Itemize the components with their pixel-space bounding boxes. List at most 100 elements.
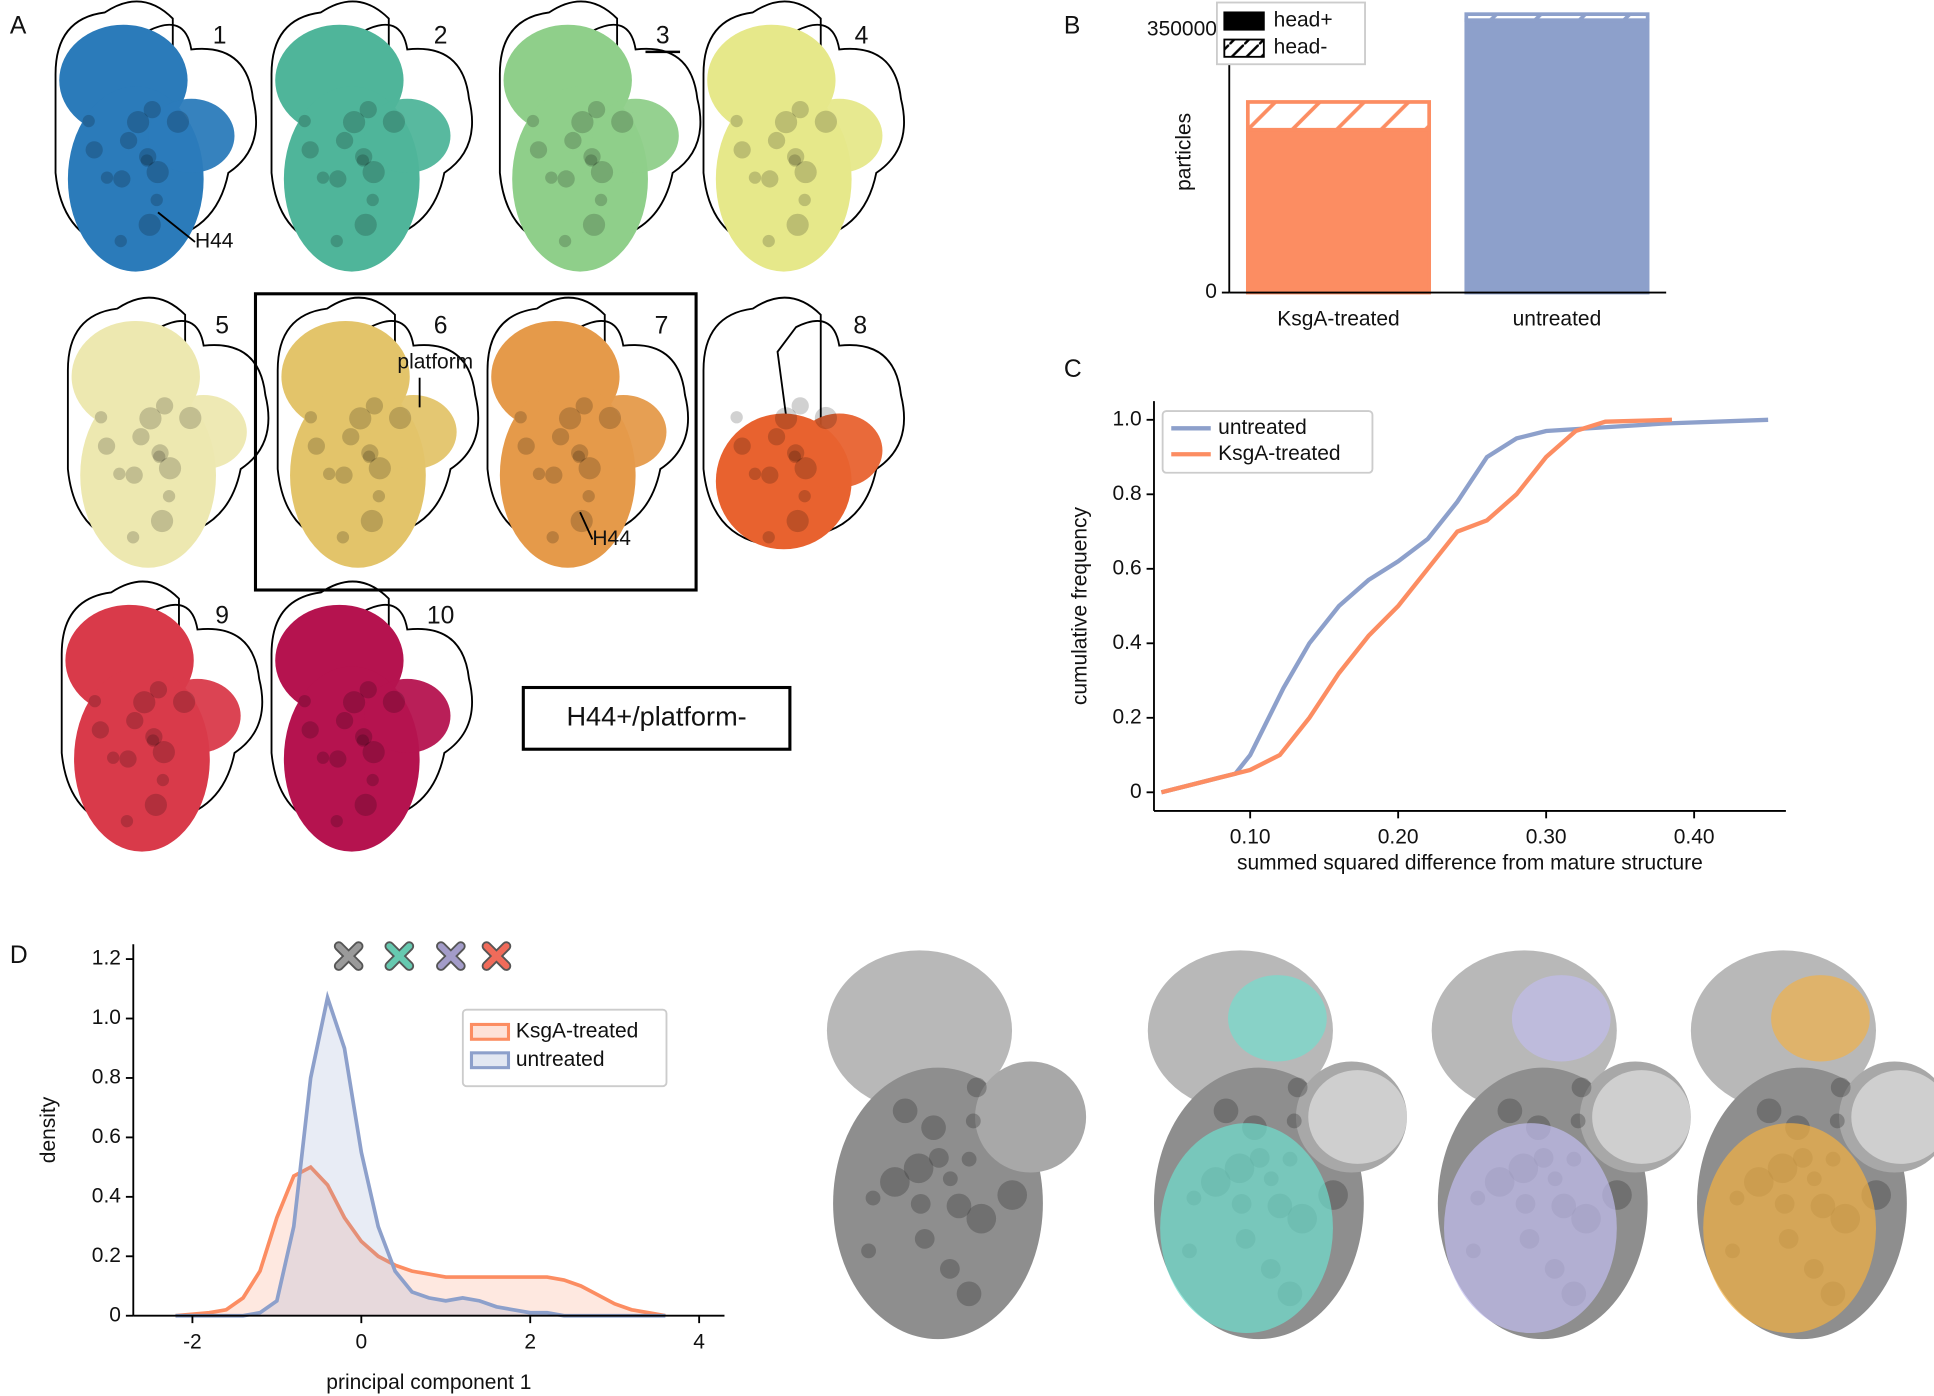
annotation: platform: [397, 350, 473, 373]
map-texture: [748, 171, 762, 184]
map-texture: [120, 814, 134, 828]
map-texture: [153, 450, 166, 463]
map-texture: [335, 131, 354, 150]
map-texture: [97, 437, 116, 455]
map-texture: [587, 101, 606, 119]
y-tick-label: 0.2: [92, 1244, 121, 1267]
map-texture: [730, 114, 743, 128]
map-texture: [150, 193, 163, 207]
y-tick-label: 0.4: [92, 1184, 121, 1207]
map-texture: [126, 111, 150, 134]
map-number: 4: [855, 23, 869, 50]
legend-swatch: [1223, 11, 1265, 31]
map-texture: [144, 793, 167, 816]
map-texture: [316, 171, 330, 184]
map-texture: [585, 154, 598, 167]
x-tick-label: KsgA-treated: [1277, 307, 1399, 330]
overlay: [1592, 1070, 1691, 1164]
y-axis-label: particles: [1172, 113, 1195, 191]
map-texture: [85, 141, 103, 159]
map-texture: [362, 160, 385, 184]
y-axis-label: cumulative frequency: [1069, 506, 1092, 705]
map-texture: [125, 466, 143, 484]
map-texture: [514, 411, 527, 424]
map-texture: [366, 773, 379, 787]
map-texture: [590, 160, 614, 184]
legend-swatch: [469, 1051, 511, 1070]
bar-segment: [1245, 127, 1432, 295]
map-texture: [910, 1193, 931, 1214]
map-texture: [1571, 1077, 1592, 1098]
map-texture: [575, 397, 593, 415]
map-texture: [787, 444, 805, 462]
x-tick-label: untreated: [1513, 307, 1602, 330]
map-platform: [796, 98, 883, 173]
map-texture: [82, 114, 95, 128]
legend-box: [1161, 410, 1374, 474]
map-texture: [865, 1190, 881, 1206]
map-texture: [526, 114, 540, 128]
map-texture: [366, 193, 379, 207]
map-texture: [570, 509, 593, 533]
map-texture: [798, 193, 811, 207]
map-texture: [532, 467, 546, 481]
area-fill: [175, 997, 666, 1316]
map-texture: [362, 450, 376, 463]
map-texture: [946, 1193, 972, 1219]
map-texture: [787, 148, 805, 166]
map-texture: [113, 170, 131, 188]
map-texture: [557, 170, 575, 188]
annotation: H44: [592, 527, 631, 550]
map-texture: [791, 397, 809, 415]
map-texture: [1287, 1077, 1308, 1098]
map-texture: [786, 509, 809, 533]
x-tick-label: 0.30: [1526, 826, 1567, 849]
map-platform: [364, 98, 451, 173]
map-texture: [139, 407, 162, 430]
map-texture: [571, 111, 594, 134]
map-texture: [152, 741, 175, 764]
map-texture: [113, 467, 126, 481]
overlay: [1308, 1070, 1407, 1164]
x-tick-label: -2: [183, 1330, 202, 1353]
map-number: 6: [434, 313, 448, 340]
map-platform: [160, 395, 247, 470]
map-texture: [151, 444, 169, 462]
y-tick-label: 0.8: [92, 1066, 121, 1089]
map-texture: [786, 213, 809, 236]
x-tick-label: 0.10: [1230, 826, 1271, 849]
map-texture: [965, 1113, 981, 1129]
map-texture: [1497, 1098, 1523, 1124]
map-texture: [359, 101, 377, 119]
map-head: [826, 950, 1013, 1111]
x-tick-label: 4: [693, 1330, 705, 1353]
map-texture: [582, 213, 606, 236]
centroid-marker-fill: [437, 943, 464, 970]
map-texture: [997, 1180, 1028, 1210]
map-texture: [774, 111, 798, 134]
map-texture: [767, 428, 786, 446]
legend-box: [461, 1008, 668, 1088]
annotation-pointer: [157, 211, 196, 243]
map-texture: [388, 406, 412, 430]
y-tick-label: 350000: [1147, 17, 1217, 40]
map-number: 9: [215, 603, 229, 630]
centroid-marker-fill: [483, 943, 510, 970]
map-texture: [140, 154, 154, 167]
class-label: H44+/platform-: [566, 701, 746, 732]
map-texture: [794, 160, 817, 184]
highlight-box: [253, 292, 698, 592]
map-texture: [880, 1167, 910, 1197]
y-tick-label: 0.8: [1112, 482, 1141, 505]
map-texture: [301, 721, 319, 739]
overlay: [1851, 1070, 1934, 1164]
map-texture: [1756, 1098, 1782, 1124]
legend-label: head-: [1274, 36, 1328, 59]
map-texture: [146, 734, 160, 747]
class-box: [521, 685, 792, 751]
map-texture: [966, 1077, 987, 1098]
map-texture: [903, 1153, 934, 1184]
map-texture: [1829, 1113, 1845, 1129]
map-texture: [611, 110, 634, 133]
